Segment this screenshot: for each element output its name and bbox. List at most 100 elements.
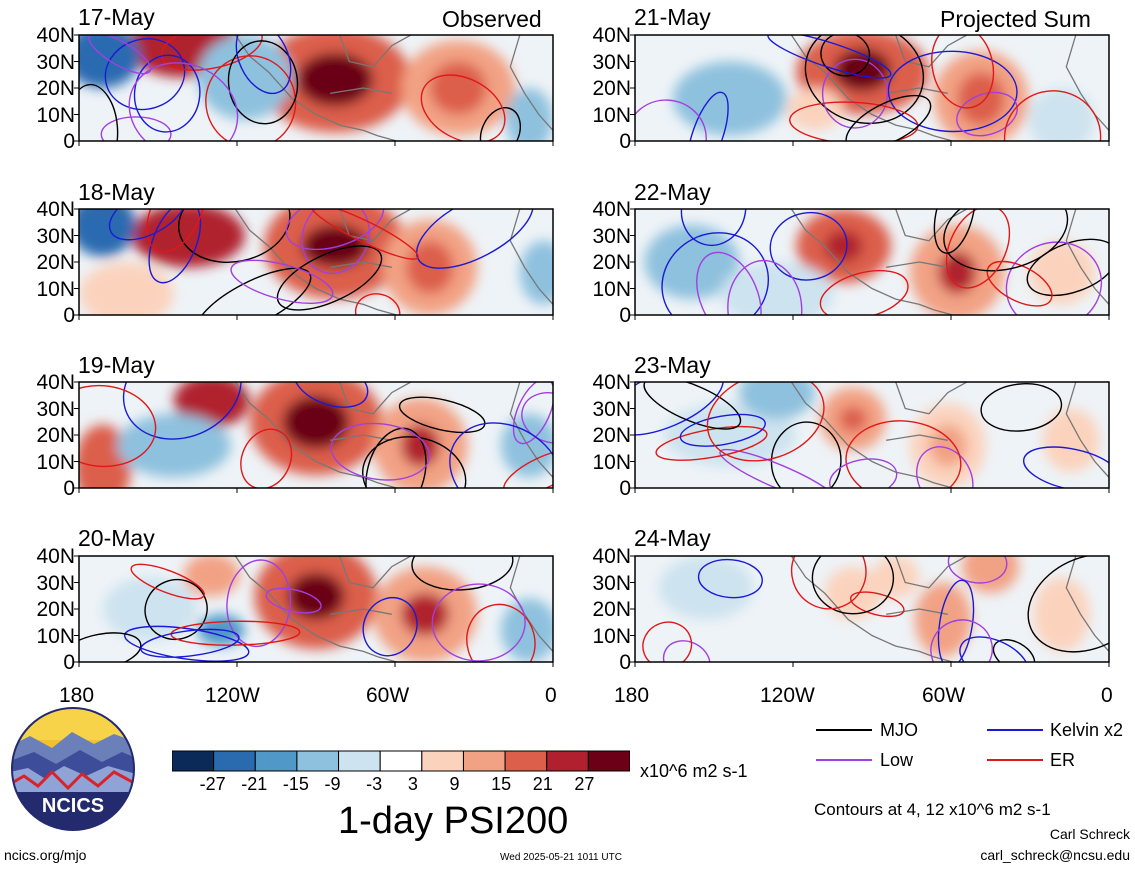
lon-label-60w-left: 60W: [366, 684, 410, 707]
colorbar-tick-label: 21: [532, 774, 553, 794]
site-link[interactable]: ncics.org/mjo: [4, 847, 87, 863]
lat-label: 40N: [592, 198, 631, 221]
lat-label: 20N: [36, 251, 75, 274]
map-panel-observed-2: [74, 208, 554, 320]
colorbar-swatch: [338, 750, 381, 772]
lat-label: 10N: [36, 624, 75, 648]
panel-date-projected-3: 23-May: [634, 352, 711, 378]
colorbar-swatch: [379, 750, 423, 772]
lat-label: 40N: [592, 371, 631, 394]
lat-label: 0: [619, 477, 631, 500]
map-panel-observed-4: [74, 555, 554, 667]
lat-label: 40N: [592, 24, 631, 47]
colorbar-swatch: [421, 750, 464, 772]
lat-label: 10N: [36, 103, 75, 127]
lat-label: 10N: [36, 450, 75, 474]
lat-label: 30N: [36, 397, 75, 421]
author-email[interactable]: carl_schreck@ncsu.edu: [980, 847, 1130, 863]
map-panel-projected-3: [630, 381, 1110, 493]
colorbar-swatch: [172, 750, 215, 772]
lon-label-0-right: 0: [1101, 684, 1113, 707]
map-panel-projected-4: [630, 555, 1110, 667]
lat-label: 0: [63, 651, 75, 674]
colorbar-units: x10^6 m2 s-1: [640, 761, 748, 781]
lat-label: 40N: [36, 371, 75, 394]
colorbar-swatch: [504, 750, 548, 772]
lat-label: 40N: [36, 198, 75, 221]
lat-label: 10N: [592, 277, 631, 301]
lat-label: 20N: [36, 598, 75, 621]
logo-text: NCICS: [42, 795, 104, 817]
lat-label: 20N: [36, 77, 75, 100]
lat-label: 30N: [36, 50, 75, 74]
lat-label: 20N: [36, 424, 75, 447]
panel-tag-observed: Observed: [442, 6, 542, 32]
lat-label: 10N: [592, 624, 631, 648]
lon-label-120w-right: 120W: [760, 684, 815, 707]
lat-label: 30N: [592, 224, 631, 248]
colorbar-swatch: [462, 750, 506, 772]
lat-label: 20N: [592, 77, 631, 100]
colorbar-tick-label: -15: [282, 774, 309, 794]
colorbar-swatch: [254, 750, 298, 772]
lat-label: 0: [63, 130, 75, 153]
lat-label: 10N: [592, 103, 631, 127]
legend-label-low: Low: [880, 750, 914, 770]
panel-date-observed-4: 20-May: [78, 525, 155, 551]
panel-date-observed-3: 19-May: [78, 352, 155, 378]
colorbar-tick-label: 15: [491, 774, 512, 794]
colorbar-tick-label: 3: [407, 774, 418, 794]
colorbar-tick-label: -21: [241, 774, 268, 794]
panel-date-projected-1: 21-May: [634, 4, 711, 30]
lat-label: 30N: [592, 50, 631, 74]
colorbar-tick-label: -9: [324, 774, 341, 794]
colorbar-swatch: [587, 750, 630, 772]
lat-label: 20N: [592, 251, 631, 274]
colorbar: [172, 750, 630, 772]
lat-label: 0: [619, 130, 631, 153]
lon-label-60w-right: 60W: [922, 684, 966, 707]
lat-label: 40N: [36, 24, 75, 47]
lat-label: 30N: [36, 224, 75, 248]
lon-label-120w-left: 120W: [205, 684, 260, 707]
author-name: Carl Schreck: [1049, 826, 1130, 842]
lat-label: 30N: [592, 571, 631, 595]
legend-lines: [816, 729, 1043, 761]
panel-tag-projected: Projected Sum: [940, 6, 1091, 32]
contour-note: Contours at 4, 12 x10^6 m2 s-1: [814, 800, 1051, 819]
colorbar-swatch: [296, 750, 340, 772]
lat-label: 10N: [36, 277, 75, 301]
colorbar-swatch: [213, 750, 256, 772]
panel-date-observed-2: 18-May: [78, 179, 155, 205]
lat-label: 0: [63, 304, 75, 327]
map-panel-observed-3: [74, 381, 554, 493]
panel-date-projected-2: 22-May: [634, 179, 711, 205]
lon-label-180-left: 180: [59, 684, 95, 707]
lat-label: 40N: [592, 545, 631, 568]
legend-label-mjo: MJO: [880, 720, 918, 740]
colorbar-tick-label: 9: [449, 774, 460, 794]
timestamp: Wed 2025-05-21 1011 UTC: [500, 852, 622, 863]
lat-label: 0: [619, 651, 631, 674]
legend-label-er: ER: [1050, 750, 1076, 770]
lon-label-0-left: 0: [545, 684, 557, 707]
lat-label: 20N: [592, 598, 631, 621]
map-panel-projected-2: [630, 208, 1110, 320]
colorbar-tick-label: 27: [574, 774, 595, 794]
lat-label: 30N: [36, 571, 75, 595]
lat-label: 0: [63, 477, 75, 500]
lat-label: 30N: [592, 397, 631, 421]
figure-title: 1-day PSI200: [338, 800, 569, 842]
colorbar-swatch: [546, 750, 589, 772]
panel-date-observed-1: 17-May: [78, 4, 155, 30]
lat-label: 40N: [36, 545, 75, 568]
colorbar-tick-label: -3: [366, 774, 383, 794]
map-panel-projected-1: [630, 34, 1110, 146]
map-panel-observed-1: [74, 34, 554, 146]
legend-label-kelvin: Kelvin x2: [1050, 720, 1124, 740]
ncics-logo: NCICS: [11, 707, 135, 831]
lat-label: 10N: [592, 450, 631, 474]
lat-label: 20N: [592, 424, 631, 447]
